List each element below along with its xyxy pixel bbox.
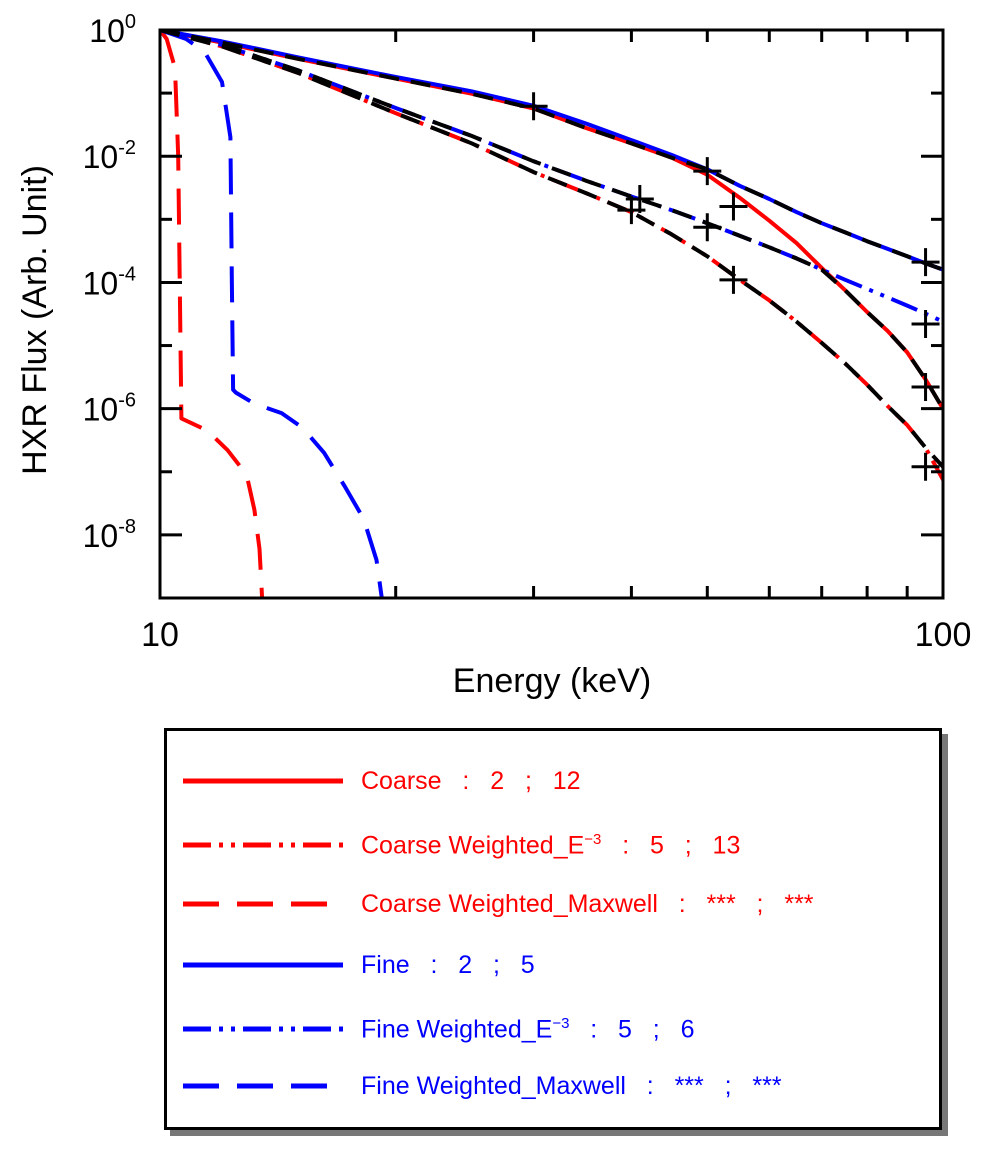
series-line-coarse <box>160 30 943 410</box>
legend-swatch <box>183 842 343 848</box>
legend-swatch <box>183 962 343 968</box>
plot-frame <box>158 28 945 600</box>
series-line-fine-e3 <box>160 30 943 324</box>
tick-layer <box>158 28 945 600</box>
x-tick-label: 10 <box>141 616 179 654</box>
legend-label: Coarse : 2 ; 12 <box>361 767 581 795</box>
data-marker <box>911 373 940 402</box>
x-axis-label: Energy (keV) <box>453 662 651 700</box>
y-tick-labels: 100 10-2 10-4 10-6 10-8 <box>83 11 136 554</box>
y-tick-label: 10-2 <box>83 137 136 175</box>
legend-item-coarse: Coarse : 2 ; 12 <box>167 761 939 801</box>
reference-line-1 <box>160 30 943 272</box>
data-marker <box>719 192 748 221</box>
legend-label: Coarse Weighted_E−3 : 5 ; 13 <box>361 831 741 860</box>
series-layer <box>160 30 943 598</box>
legend-item-fine-e3: Fine Weighted_E−3 : 5 ; 6 <box>167 1009 939 1049</box>
legend-swatch <box>183 1083 343 1089</box>
legend-label: Coarse Weighted_Maxwell : *** ; *** <box>361 890 814 918</box>
data-marker <box>911 452 940 481</box>
legend-label: Fine : 2 ; 5 <box>361 951 535 979</box>
data-marker <box>911 248 940 277</box>
y-axis-label: HXR Flux (Arb. Unit) <box>16 165 54 475</box>
legend-swatch <box>183 1026 343 1032</box>
data-marker <box>693 213 722 242</box>
y-tick-label: 100 <box>89 11 136 49</box>
reference-line-3 <box>160 30 943 469</box>
data-marker <box>911 309 940 338</box>
x-tick-label: 100 <box>915 616 972 654</box>
legend-swatch <box>183 901 343 907</box>
y-tick-label: 10-6 <box>83 390 136 428</box>
series-line-fine-max <box>160 30 384 598</box>
legend-item-coarse-max: Coarse Weighted_Maxwell : *** ; *** <box>167 884 939 924</box>
y-tick-label: 10-8 <box>83 516 136 554</box>
x-tick-labels: 10 100 <box>141 616 971 654</box>
data-marker <box>625 184 654 213</box>
data-marker <box>693 157 722 186</box>
legend: Coarse : 2 ; 12 Coarse Weighted_E−3 : 5 ;… <box>164 728 942 1130</box>
y-tick-label: 10-4 <box>83 263 136 301</box>
legend-item-fine-max: Fine Weighted_Maxwell : *** ; *** <box>167 1066 939 1106</box>
legend-label: Fine Weighted_E−3 : 5 ; 6 <box>361 1015 695 1044</box>
marker-layer <box>519 92 940 481</box>
hxr-flux-chart: 100 10-2 10-4 10-6 10-8 10 100 Energy (keV) H… <box>16 11 971 700</box>
legend-item-coarse-e3: Coarse Weighted_E−3 : 5 ; 13 <box>167 825 939 865</box>
data-marker <box>519 92 548 121</box>
legend-label: Fine Weighted_Maxwell : *** ; *** <box>361 1072 782 1100</box>
legend-item-fine: Fine : 2 ; 5 <box>167 945 939 985</box>
data-marker <box>719 265 748 294</box>
legend-swatch <box>183 778 343 784</box>
series-line-coarse-max <box>160 30 265 598</box>
reference-line-2 <box>160 30 943 410</box>
